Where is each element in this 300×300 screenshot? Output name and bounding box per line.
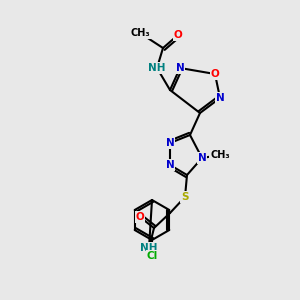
Text: CH₃: CH₃	[130, 28, 150, 38]
Text: NH: NH	[140, 243, 158, 253]
Text: S: S	[181, 192, 189, 202]
Text: O: O	[136, 212, 144, 222]
Text: N: N	[198, 153, 206, 163]
Text: Cl: Cl	[146, 251, 158, 261]
Text: N: N	[166, 138, 174, 148]
Text: N: N	[166, 160, 174, 170]
Text: N: N	[176, 63, 184, 73]
Text: NH: NH	[148, 63, 166, 73]
Text: CH₃: CH₃	[210, 150, 230, 160]
Text: N: N	[216, 93, 224, 103]
Text: O: O	[211, 69, 219, 79]
Text: O: O	[174, 30, 182, 40]
